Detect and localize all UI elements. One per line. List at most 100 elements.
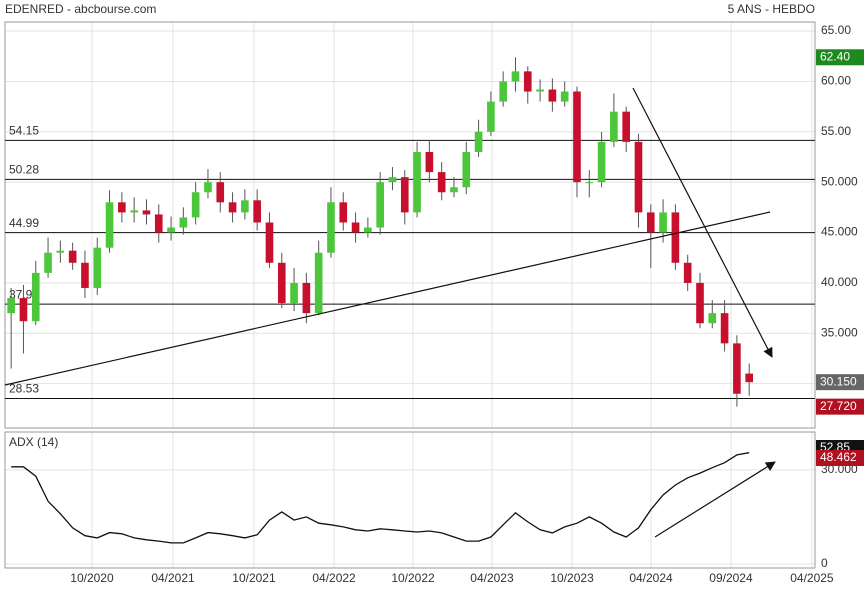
- chart-title: EDENRED - abcbourse.com: [5, 2, 156, 16]
- candle-body: [450, 187, 458, 193]
- price-tag-label: 27.720: [820, 399, 857, 413]
- chart-subtitle: 5 ANS - HEBDO: [728, 2, 815, 16]
- candle-body: [154, 214, 163, 233]
- candle-body: [659, 212, 667, 233]
- candle-body: [745, 373, 754, 383]
- adx-line: [11, 452, 750, 544]
- y-tick-label: 60.00: [821, 74, 851, 88]
- candle-body: [400, 177, 409, 213]
- candle-body: [364, 227, 372, 233]
- candle-body: [573, 91, 581, 183]
- candle-body: [708, 313, 717, 324]
- candle-body: [425, 151, 434, 173]
- x-tick-label: 10/2023: [550, 571, 594, 585]
- candle-body: [388, 177, 397, 183]
- level-label: 50.28: [9, 163, 39, 177]
- adx-title: ADX (14): [9, 435, 58, 449]
- level-label: 28.53: [9, 382, 39, 396]
- candle-body: [622, 111, 630, 142]
- candle-body: [376, 182, 384, 228]
- candle-body: [339, 202, 348, 223]
- marks: 54.15 50.28 44.99 37.90 28.53: [5, 57, 815, 544]
- level-label: 37.90: [9, 287, 39, 301]
- candle-body: [499, 81, 507, 102]
- candle-body: [130, 210, 138, 213]
- adx-panel: [4, 431, 816, 569]
- candle-body: [44, 252, 52, 273]
- candle-body: [462, 151, 471, 188]
- candle-body: [277, 262, 286, 304]
- candle-body: [105, 202, 114, 248]
- level-label: 44.99: [9, 216, 39, 230]
- trend-arrow: [632, 87, 773, 358]
- candle-body: [241, 200, 249, 213]
- candle-body: [81, 262, 89, 288]
- candle-body: [646, 212, 655, 233]
- candle-body: [19, 298, 28, 322]
- candle-body: [610, 111, 618, 142]
- candle-body: [204, 182, 212, 193]
- price-tag-label: 62.40: [820, 49, 850, 63]
- candle-body: [56, 250, 65, 253]
- x-tick-label: 04/2023: [470, 571, 514, 585]
- x-tick-label: 04/2025: [790, 571, 834, 585]
- candle-body: [671, 212, 680, 263]
- x-tick-label: 09/2024: [709, 571, 753, 585]
- price-tag-label: 30.150: [820, 374, 857, 388]
- price-tag: [816, 49, 864, 66]
- candle-body: [634, 141, 643, 213]
- trend-line: [4, 211, 771, 386]
- adx-tag-label: 48.462: [820, 450, 857, 464]
- candle-body: [437, 172, 446, 193]
- candle-body: [302, 282, 311, 314]
- candle-body: [253, 200, 261, 223]
- price-panel: [4, 21, 816, 429]
- candle-body: [597, 141, 606, 183]
- candle-body: [523, 71, 532, 92]
- candle-body: [167, 227, 175, 233]
- candle-body: [474, 131, 483, 152]
- candle-body: [118, 202, 126, 213]
- candle-body: [216, 182, 225, 203]
- candle-body: [228, 202, 237, 213]
- adx-arrow: [654, 461, 776, 538]
- candle-body: [191, 192, 200, 218]
- y-tick-label: 55.00: [821, 124, 851, 138]
- candle-body: [265, 222, 274, 263]
- x-tick-label: 10/2022: [391, 571, 435, 585]
- candle-body: [327, 202, 335, 253]
- candle-body: [720, 313, 729, 344]
- candle-body: [142, 210, 151, 215]
- candle-body: [290, 282, 298, 304]
- y-tick-label: 0: [821, 556, 828, 570]
- candle-body: [511, 71, 520, 82]
- y-tick-label: 65.00: [821, 23, 851, 37]
- candle-body: [179, 217, 188, 228]
- level-label: 54.15: [9, 124, 39, 138]
- x-tick-label: 10/2021: [232, 571, 276, 585]
- candle-body: [68, 250, 77, 263]
- price-tag: [816, 398, 864, 415]
- x-tick-label: 04/2022: [312, 571, 356, 585]
- candle-body: [314, 252, 323, 314]
- x-tick-label: 04/2021: [151, 571, 195, 585]
- candle-body: [536, 89, 544, 92]
- adx-tag: [816, 450, 864, 466]
- candle-body: [413, 151, 421, 213]
- candle-body: [696, 282, 704, 324]
- candle-body: [351, 222, 360, 233]
- y-tick-label: 50.000: [821, 174, 858, 188]
- candle-body: [585, 182, 594, 184]
- y-tick-label: 35.000: [821, 325, 858, 339]
- grid: 10/2020 04/2021 10/2021 04/2022 10/2022 04/20…: [5, 22, 858, 585]
- x-tick-label: 04/2024: [629, 571, 673, 585]
- price-tag: [816, 374, 864, 391]
- candle-body: [31, 272, 40, 322]
- candle-body: [548, 89, 557, 102]
- y-tick-label: 40.000: [821, 275, 858, 289]
- candle-body: [487, 101, 495, 132]
- x-tick-label: 10/2020: [70, 571, 114, 585]
- candle-body: [7, 298, 15, 314]
